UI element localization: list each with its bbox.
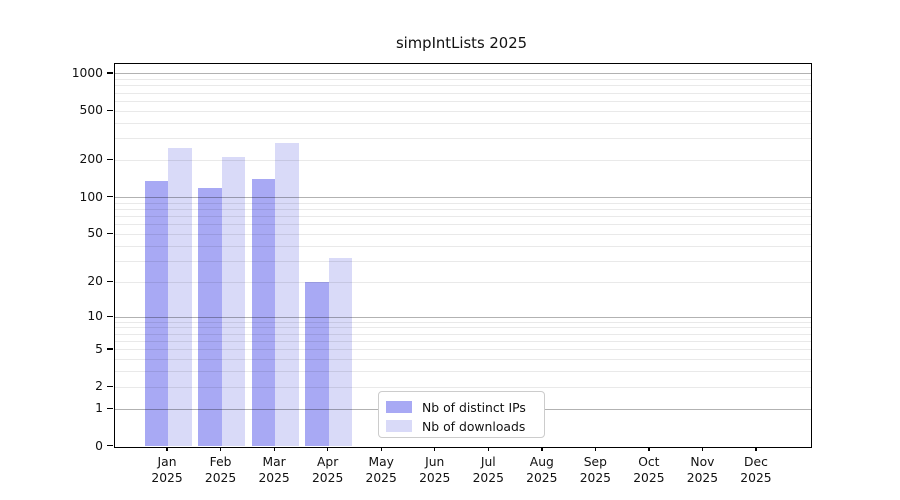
y-tick-mark	[107, 315, 113, 317]
x-tick-label-aug: Aug 2025	[526, 454, 558, 486]
y-tick-label: 1	[95, 401, 103, 416]
bar-feb-downloads	[221, 156, 246, 447]
y-tick-mark	[107, 407, 113, 409]
x-tick-mark	[434, 446, 436, 451]
y-tick-mark	[107, 195, 113, 198]
x-tick-mark	[487, 446, 489, 451]
y-tick-label: 2	[95, 379, 103, 394]
x-tick-label-oct: Oct 2025	[633, 454, 665, 486]
x-tick-label-jul: Jul 2025	[472, 454, 504, 486]
x-tick-mark	[166, 446, 168, 451]
x-tick-mark	[541, 446, 543, 451]
x-tick-label-dec: Dec 2025	[740, 454, 772, 486]
legend-swatch-distinct-ips	[386, 401, 412, 413]
legend-swatch-downloads	[386, 420, 412, 432]
x-tick-label-sep: Sep 2025	[579, 454, 611, 486]
x-tick-mark	[755, 446, 757, 451]
chart-title: simpIntLists 2025	[395, 35, 528, 52]
legend-label-downloads: Nb of downloads	[422, 418, 526, 434]
y-tick-mark	[107, 385, 113, 387]
y-tick-mark	[107, 348, 113, 350]
bars-layer	[115, 64, 811, 447]
bar-apr-distinct-ips	[305, 282, 329, 447]
y-tick-label: 500	[79, 103, 103, 118]
x-tick-mark	[648, 446, 650, 451]
y-tick-label: 50	[87, 226, 103, 241]
x-tick-label-jan: Jan 2025	[151, 454, 183, 486]
y-tick-mark	[107, 280, 113, 282]
x-tick-label-nov: Nov 2025	[686, 454, 719, 486]
y-tick-label: 1000	[71, 65, 103, 80]
bar-jan-distinct-ips	[144, 180, 169, 447]
bar-mar-downloads	[275, 143, 299, 447]
x-tick-label-apr: Apr 2025	[311, 454, 344, 486]
x-tick-mark	[594, 446, 597, 451]
x-tick-mark	[273, 446, 275, 451]
y-tick-label: 20	[87, 274, 103, 289]
bar-jan-downloads	[168, 147, 192, 447]
y-tick-label: 100	[79, 189, 103, 204]
legend-item-downloads: Nb of downloads	[386, 417, 536, 435]
y-tick-mark	[107, 109, 113, 111]
x-tick-mark	[701, 446, 704, 451]
bar-mar-distinct-ips	[251, 178, 276, 447]
x-tick-label-jun: Jun 2025	[419, 454, 451, 486]
y-tick-label: 5	[95, 341, 103, 356]
legend-item-distinct-ips: Nb of distinct IPs	[386, 398, 536, 416]
legend-label-distinct-ips: Nb of distinct IPs	[422, 399, 526, 415]
x-tick-label-feb: Feb 2025	[204, 454, 237, 486]
y-tick-mark	[107, 232, 113, 235]
x-tick-label-may: May 2025	[365, 454, 397, 486]
x-tick-mark	[327, 446, 329, 451]
y-tick-mark	[107, 72, 113, 74]
bar-feb-distinct-ips	[198, 187, 222, 447]
y-tick-label: 10	[87, 309, 103, 324]
plot-area	[113, 63, 812, 448]
y-tick-label: 200	[79, 152, 103, 167]
bar-apr-downloads	[328, 257, 353, 447]
y-tick-mark	[107, 158, 113, 161]
legend: Nb of distinct IPs Nb of downloads	[378, 391, 545, 438]
y-tick-mark	[107, 444, 113, 447]
y-tick-label: 0	[95, 438, 103, 453]
x-tick-mark	[219, 446, 222, 451]
x-tick-mark	[380, 446, 382, 451]
x-tick-label-mar: Mar 2025	[258, 454, 290, 486]
